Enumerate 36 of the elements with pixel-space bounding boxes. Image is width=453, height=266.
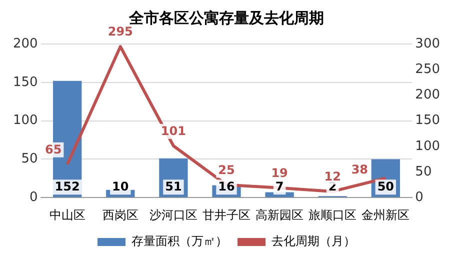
data-label: 12 [324, 170, 341, 184]
legend-label: 去化周期（月） [272, 234, 356, 248]
data-label: 101 [160, 124, 186, 138]
y2-tick-label: 150 [415, 113, 440, 128]
data-label: 38 [351, 162, 368, 176]
y-tick-label: 150 [12, 74, 38, 90]
data-label: 10 [112, 180, 129, 194]
y-tick-label: 0 [30, 190, 38, 205]
y-tick-label: 200 [12, 36, 38, 52]
data-label: 152 [54, 180, 80, 194]
x-tick-label: 高新园区 [256, 208, 304, 222]
data-label: 50 [377, 180, 394, 194]
y2-tick-label: 300 [415, 36, 440, 52]
data-label: 295 [108, 24, 133, 39]
data-label: 7 [275, 180, 284, 194]
chart-title: 全市各区公寓存量及去化周期 [128, 8, 324, 27]
y2-tick-label: 50 [415, 164, 432, 180]
x-tick-label: 西岗区 [102, 208, 138, 222]
x-tick-label: 甘井子区 [202, 208, 250, 222]
data-label: 51 [165, 180, 182, 194]
x-tick-label: 金州新区 [362, 208, 410, 222]
data-label: 16 [218, 180, 235, 194]
y2-tick-label: 0 [415, 190, 424, 205]
y2-tick-label: 250 [415, 62, 440, 77]
data-label: 65 [44, 142, 62, 156]
x-tick-label: 沙河口区 [149, 208, 198, 222]
y2-tick-label: 200 [415, 88, 440, 103]
data-label: 19 [271, 166, 288, 180]
y-tick-label: 100 [12, 113, 38, 128]
data-label: 25 [218, 162, 235, 177]
data-label: 2 [328, 180, 337, 194]
legend-label: 存量面积（万㎡） [132, 234, 228, 248]
x-tick-label: 中山区 [49, 208, 86, 222]
x-tick-label: 旅顺口区 [308, 208, 357, 222]
y2-tick-label: 100 [415, 138, 440, 154]
y-tick-label: 50 [21, 152, 38, 167]
